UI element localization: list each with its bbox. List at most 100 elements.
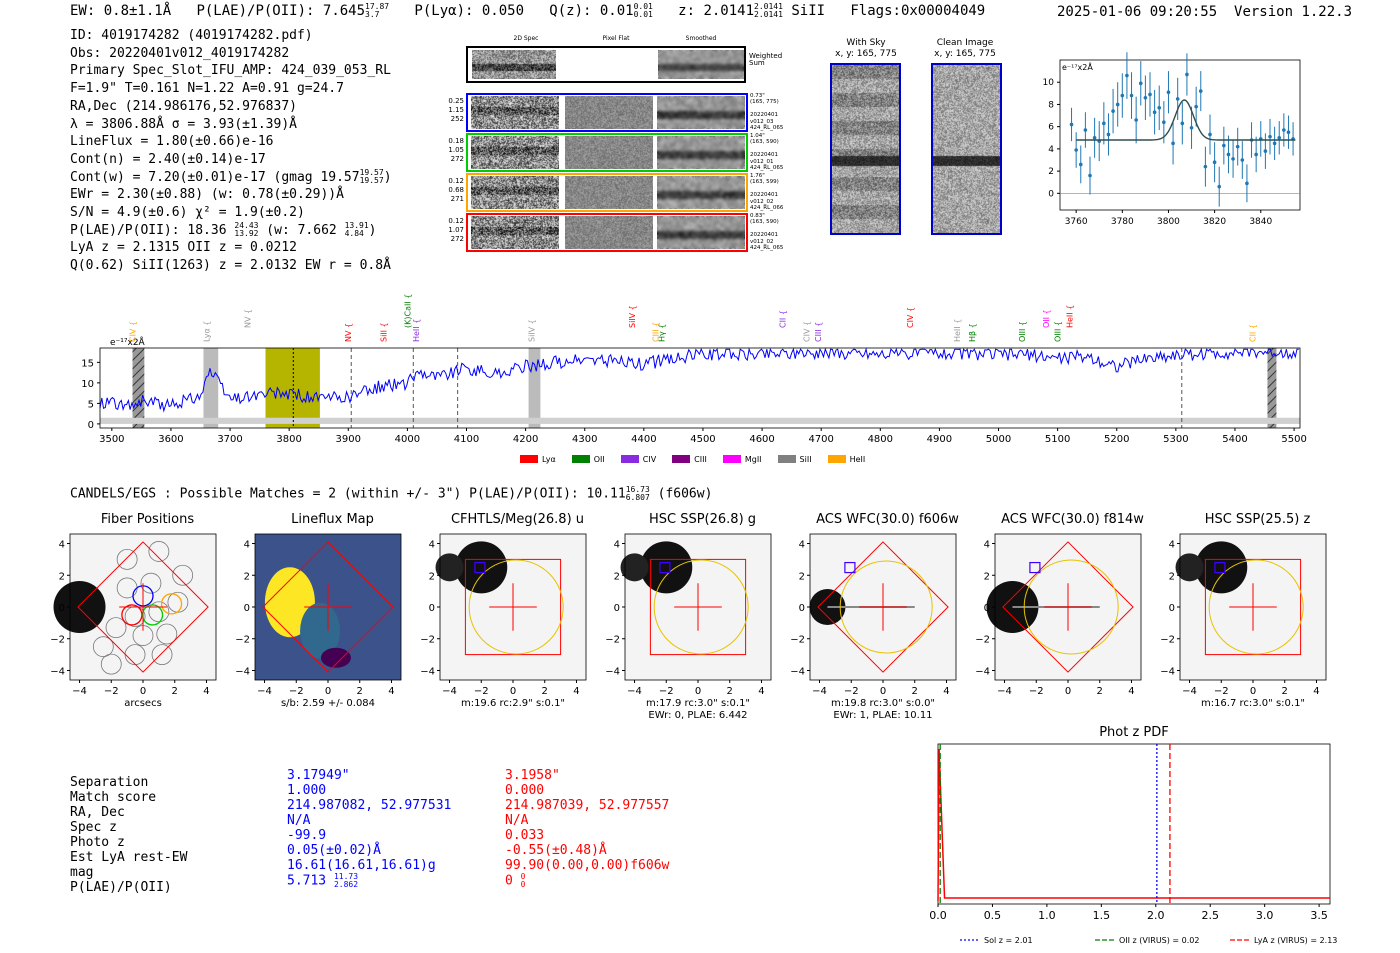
weighted-sum-row [466, 46, 746, 83]
match-circle [468, 559, 564, 655]
spec-xtick-label: 4500 [690, 434, 715, 445]
meta: v012_01 [750, 158, 774, 165]
spectrum-line [99, 347, 1299, 413]
panel-ytick-label: −2 [975, 635, 990, 646]
z-hi: 2.0141 [754, 2, 783, 11]
match-box [474, 561, 486, 574]
fit-data-point [1240, 158, 1245, 162]
clean-image-header: Clean Image x, y: 165, 775 [929, 38, 1001, 60]
panel-xtick-label: 4 [573, 686, 579, 697]
noise-texture [657, 176, 745, 209]
panel-xlabel: m:17.9 rc:3.0" s:0.1" [646, 698, 750, 709]
stat: 252 [450, 115, 464, 123]
meta: 20220401 [750, 152, 778, 159]
panel-ytick-label: 0 [984, 603, 990, 614]
meta: 424_RL_066 [750, 205, 784, 212]
col1-lya-ew: 0.05(±0.02)Å [287, 843, 381, 858]
panel-ytick-label: 2 [799, 571, 805, 582]
fit-data-point [1078, 162, 1083, 167]
panel-ytick-label: −2 [1160, 635, 1175, 646]
spec-xtick-label: 3500 [99, 434, 124, 445]
image-panel: −4 −4 −2 −2 0 0 2 2 4 4 [975, 533, 1142, 697]
full-spectrum-chart: 0 5 10 15 3500 3600 3700 3800 3900 4000 4100 4200 43… [81, 294, 1307, 445]
cutout-2dspec [471, 136, 559, 169]
stat: 0.25 [448, 97, 464, 105]
panel-title: CFHTLS/Meg(26.8) u [450, 512, 585, 527]
grey-band [203, 348, 219, 428]
fiber-circle [148, 601, 170, 623]
weighted-sum-smoothed [658, 50, 744, 79]
panel-ytick-label: 4 [984, 540, 990, 551]
emission-line-label: CIII { [652, 322, 661, 342]
spectra-cutouts: 2D Spec Pixel Flat Smoothed Weighted Sum… [448, 33, 796, 258]
fit-ytick-label: 8 [1048, 100, 1054, 110]
match-circle [839, 560, 933, 654]
spec-ytick-label: 5 [88, 399, 94, 410]
emission-line-label: CII { [779, 310, 788, 328]
spec-xtick-label: 4900 [927, 434, 952, 445]
col2-separation: 3.1958" [505, 768, 560, 783]
emission-line-label: HeII { [412, 319, 421, 342]
stat: 0.68 [448, 186, 464, 194]
fit-data-point [1180, 121, 1185, 126]
spec-xtick-label: 5400 [1222, 434, 1247, 445]
col2-plae-value: 0 [505, 873, 513, 889]
fit-axes-frame [1059, 59, 1301, 211]
matches-text: CANDELS/EGS : Possible Matches = 2 (with… [70, 486, 626, 502]
emission-line-label: CIV { [802, 321, 811, 342]
col-label-pixelflat: Pixel Flat [602, 35, 630, 42]
fiber-circle [148, 541, 170, 562]
clean-image-coord: x, y: 165, 775 [934, 49, 996, 59]
emission-line-label: (K)CaII { [403, 294, 412, 328]
noise-texture [471, 96, 559, 129]
panel-ytick-label: −2 [235, 635, 250, 646]
contw-lo: 19.57 [359, 176, 384, 186]
fit-unit-label: e⁻¹⁷x2Å [1062, 61, 1093, 72]
pdf-xtick-label: 2.5 [1201, 909, 1219, 922]
spec-xtick-label: 4300 [572, 434, 597, 445]
emission-line-label: NV { [244, 309, 253, 328]
detection-info: ID: 4019174282 (4019174282.pdf) Obs: 202… [70, 27, 392, 275]
aperture-diamond [77, 541, 209, 673]
panel-xtick-label: 0 [1250, 686, 1256, 697]
fit-data-point [1268, 134, 1272, 139]
cutout-smoothed [657, 216, 745, 249]
lineflux-region [300, 602, 341, 659]
panel-title: HSC SSP(26.8) g [648, 512, 757, 527]
col1-plae-value: 5.713 [287, 873, 327, 889]
label-separation: Separation [70, 775, 149, 790]
legend-entry: OII [571, 454, 605, 464]
bright-source [455, 541, 508, 594]
info-obs: Obs: 20220401v012_4019174282 [70, 45, 290, 61]
fit-data-point [1217, 184, 1222, 189]
image-panel: −4 −4 −2 −2 0 0 2 2 4 4 m:16.7 rc:3.0" s:0.1" [1160, 533, 1327, 709]
info-q: Q(0.62) SiII(1263) z = 2.0132 EW r = 0.8… [70, 258, 391, 274]
panel-ytick-label: 2 [244, 571, 250, 582]
panel-xtick-label: −2 [104, 686, 119, 697]
label-match-score: Match score [70, 790, 157, 805]
meta: (165, 775) [750, 99, 779, 106]
panel-xlabel: s/b: 2.59 +/- 0.084 [281, 698, 375, 709]
legend-label: HeII [849, 454, 866, 464]
stat: 0.18 [448, 137, 464, 145]
bright-source [640, 541, 693, 594]
fit-data-point [1263, 149, 1268, 153]
plae-value: P(LAE)/P(OII): 7.645 [196, 3, 366, 19]
fit-data-point [1171, 141, 1175, 146]
plae-hi: 17.87 [365, 2, 390, 11]
info-id: ID: 4019174282 (4019174282.pdf) [70, 28, 313, 43]
fit-data-point [1286, 130, 1291, 135]
panel-xtick-label: 4 [943, 686, 949, 697]
legend-swatch [620, 455, 639, 463]
panel-ytick-label: −2 [50, 635, 65, 646]
z-lo: 2.0141 [754, 10, 783, 19]
spec-unit-label: e⁻¹⁷x2Å [110, 336, 146, 348]
cutout-row [466, 213, 748, 252]
legend-label: OII [593, 454, 605, 464]
pdf-xtick-label: 0.5 [984, 909, 1002, 922]
panel-xtick-label: 2 [172, 686, 178, 697]
cutout-row-stats: 0.12 0.68 271 [446, 177, 464, 204]
panel-title: ACS WFC(30.0) f606w [816, 512, 959, 527]
col1-mag: 16.61(16.61,16.61)g [287, 858, 436, 873]
fit-ytick-label: 6 [1048, 123, 1054, 133]
